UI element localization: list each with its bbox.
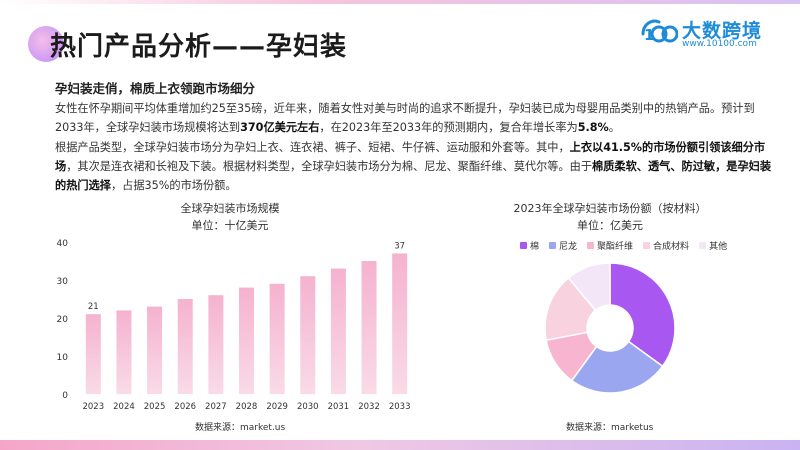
donut-chart [544, 262, 676, 394]
svg-text:1: 1 [644, 26, 654, 44]
bar-x-label: 2032 [358, 402, 380, 412]
legend-label: 棉 [530, 242, 540, 252]
logo-url: www.10100.com [682, 39, 757, 49]
bar-x-label: 2024 [113, 402, 135, 412]
bar-data-label: 21 [88, 302, 99, 312]
bar-x-label: 2027 [205, 402, 227, 412]
brand-logo: 1 大数跨境 www.10100.com [640, 14, 770, 54]
pie-legend: 棉 尼龙 聚酯纤维 合成材料 其他 [520, 239, 727, 252]
legend-swatch [549, 242, 557, 249]
intro-highlight-cagr: 5.8% [577, 121, 609, 134]
intro-text-c: ，在2023年至2033年的预测期内，复合年增长率为 [319, 121, 578, 134]
intro-text-a: 女性在怀孕期间平均体重增加约25至35磅，近年来，随着女性对美与时尚的追求不断提… [55, 102, 755, 134]
legend-swatch [587, 242, 595, 249]
legend-swatch [520, 242, 527, 249]
logo-name: 大数跨境 [682, 20, 763, 42]
legend-label: 其他 [709, 242, 728, 252]
intro-paragraph: 女性在怀孕期间平均体重增加约25至35磅，近年来，随着女性对美与时尚的追求不断提… [55, 99, 775, 137]
bar-y-tick-label: 10 [57, 353, 69, 363]
segment-text-c: ，其次是连衣裙和长袍及下装。根据材料类型，全球孕妇装市场分为棉、尼龙、聚酯纤维、… [66, 160, 593, 173]
title-decoration-circle [28, 26, 64, 62]
bar-2023 [85, 314, 101, 394]
pie-chart-unit: 单位：亿美元 [577, 219, 643, 232]
legend-item: 聚酯纤维 [587, 239, 633, 252]
bar-x-label: 2025 [144, 402, 166, 412]
legend-swatch [643, 242, 651, 249]
bar-y-tick-label: 30 [57, 277, 69, 287]
segment-text-a: 根据产品类型，全球孕妇装市场分为孕妇上衣、连衣裙、裤子、短裙、牛仔裤、运动服和外… [55, 141, 570, 154]
bar-2024 [116, 310, 132, 394]
bar-2032 [361, 261, 377, 394]
bar-y-tick-label: 40 [57, 239, 69, 249]
bar-chart-source: 数据来源：market.us [195, 423, 286, 433]
segment-paragraph: 根据产品类型，全球孕妇装市场分为孕妇上衣、连衣裙、裤子、短裙、牛仔裤、运动服和外… [55, 138, 775, 195]
logo-mark-icon: 1 [641, 19, 678, 44]
legend-swatch [699, 242, 707, 249]
segment-highlight-cotton: 棉质柔软、透气、防过敏，是孕妇装的热门选择 [55, 160, 772, 192]
bar-x-label: 2033 [389, 402, 411, 412]
legend-item: 棉 [520, 239, 539, 252]
legend-item: 尼龙 [549, 239, 577, 252]
bar-2030 [300, 276, 316, 394]
bar-x-label: 2031 [328, 402, 350, 412]
bar-2026 [177, 299, 193, 394]
legend-label: 合成材料 [653, 242, 690, 252]
donut-slice-棉 [609, 262, 676, 368]
legend-label: 尼龙 [559, 242, 578, 252]
top-accent-bar [0, 0, 800, 4]
pie-chart-title: 2023年全球孕妇装市场份额（按材料） [513, 202, 707, 215]
intro-text-e: 。 [608, 121, 620, 134]
pie-chart-source: 数据来源：marketus [566, 423, 654, 433]
legend-label: 聚酯纤维 [597, 242, 634, 252]
legend-item: 合成材料 [643, 239, 689, 252]
bar-x-label: 2026 [174, 402, 196, 412]
bar-2027 [208, 295, 224, 394]
bar-chart-title: 全球孕妇装市场规模 [180, 202, 280, 215]
page-title: 热门产品分析——孕妇装 [50, 31, 348, 62]
bar-2033 [392, 253, 408, 394]
donut-slice-尼龙 [570, 340, 664, 394]
bar-x-label: 2030 [297, 402, 319, 412]
bar-2028 [239, 287, 254, 394]
bar-data-label: 37 [394, 241, 405, 251]
bottom-accent-bar [0, 440, 800, 450]
donut-slice-其他 [567, 262, 611, 312]
page-title-area: 热门产品分析——孕妇装 [28, 22, 346, 66]
bar-x-label: 2023 [82, 402, 104, 412]
bar-2025 [147, 306, 163, 394]
legend-item: 其他 [699, 239, 727, 252]
bar-2029 [269, 283, 285, 394]
bar-y-tick-label: 20 [57, 315, 69, 325]
section-subheading: 孕妇装走俏，棉质上衣领跑市场细分 [55, 81, 256, 96]
bar-chart-unit: 单位：十亿美元 [191, 219, 269, 232]
bar-2031 [330, 268, 346, 394]
intro-highlight-market-size: 370亿美元左右 [240, 121, 320, 134]
bar-x-label: 2029 [266, 402, 288, 412]
bar-y-tick-label: 0 [62, 391, 68, 401]
bar-x-label: 2028 [236, 402, 258, 412]
segment-highlight-tops: 上衣以41.5%的市场份额引领该细分市场 [55, 141, 766, 173]
segment-text-e: ，占据35%的市场份额。 [110, 179, 237, 192]
